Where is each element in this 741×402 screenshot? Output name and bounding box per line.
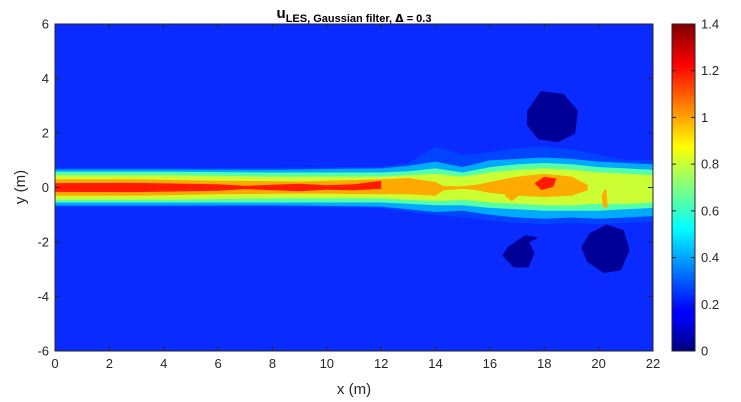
colorbar-tick-label: 0.6 [701, 203, 719, 218]
colorbar-frame [671, 23, 696, 352]
x-tick-label: 18 [537, 356, 551, 371]
title-main: u [277, 5, 286, 22]
low-velocity-region-upper [527, 91, 578, 143]
plot-area [54, 23, 654, 352]
x-tick-label: 4 [160, 356, 167, 371]
colorbar-tick-label: 1 [701, 110, 708, 125]
x-tick-label: 0 [51, 356, 58, 371]
y-tick-label: 4 [42, 71, 49, 86]
colorbar-gradient [672, 24, 695, 351]
x-tick-label: 6 [214, 356, 221, 371]
y-axis-label: y (m) [12, 170, 29, 204]
x-axis-ticks: 0 2 4 6 8 10 12 14 16 18 20 22 [51, 24, 660, 371]
peak-core [535, 177, 557, 190]
colorbar-tick-label: 0.4 [701, 250, 719, 265]
low-velocity-region-lower-right [581, 224, 630, 273]
chart-title: uLES, Gaussian filter, Δ = 0.3 [277, 5, 432, 25]
y-tick-label: -2 [37, 235, 49, 250]
colorbar-ticks: 0 0.2 0.4 0.6 0.8 1 1.2 1.4 [672, 17, 719, 359]
x-tick-label: 10 [320, 356, 334, 371]
title-tail: = 0.3 [404, 13, 432, 25]
x-axis-label: x (m) [337, 381, 371, 398]
contour-level-1.2 [55, 180, 382, 193]
y-tick-label: -4 [37, 289, 49, 304]
contour-fills [55, 91, 653, 273]
low-velocity-region-lower-left [502, 235, 538, 268]
colorbar-tick-label: 1.4 [701, 17, 719, 32]
title-delta: Δ [395, 12, 404, 25]
y-tick-label: -6 [37, 344, 49, 359]
colorbar-tick-label: 0.8 [701, 157, 719, 172]
x-tick-label: 20 [591, 356, 605, 371]
title-subscript: LES, Gaussian filter, [286, 13, 395, 25]
x-tick-label: 14 [428, 356, 442, 371]
x-tick-label: 2 [106, 356, 113, 371]
colorbar: 0 0.2 0.4 0.6 0.8 1 1.2 1.4 [671, 17, 719, 359]
x-tick-label: 8 [269, 356, 276, 371]
colorbar-tick-label: 0 [701, 344, 708, 359]
orange-island [505, 190, 519, 201]
orange-sliver [601, 189, 608, 208]
x-tick-label: 22 [646, 356, 660, 371]
colorbar-tick-label: 0.2 [701, 297, 719, 312]
colorbar-tick-label: 1.2 [701, 63, 719, 78]
y-axis-ticks: -6 -4 -2 0 2 4 6 [37, 17, 653, 359]
y-tick-label: 2 [42, 126, 49, 141]
y-tick-label: 6 [42, 17, 49, 32]
y-tick-label: 0 [42, 180, 49, 195]
x-tick-label: 16 [483, 356, 497, 371]
x-tick-label: 12 [374, 356, 388, 371]
